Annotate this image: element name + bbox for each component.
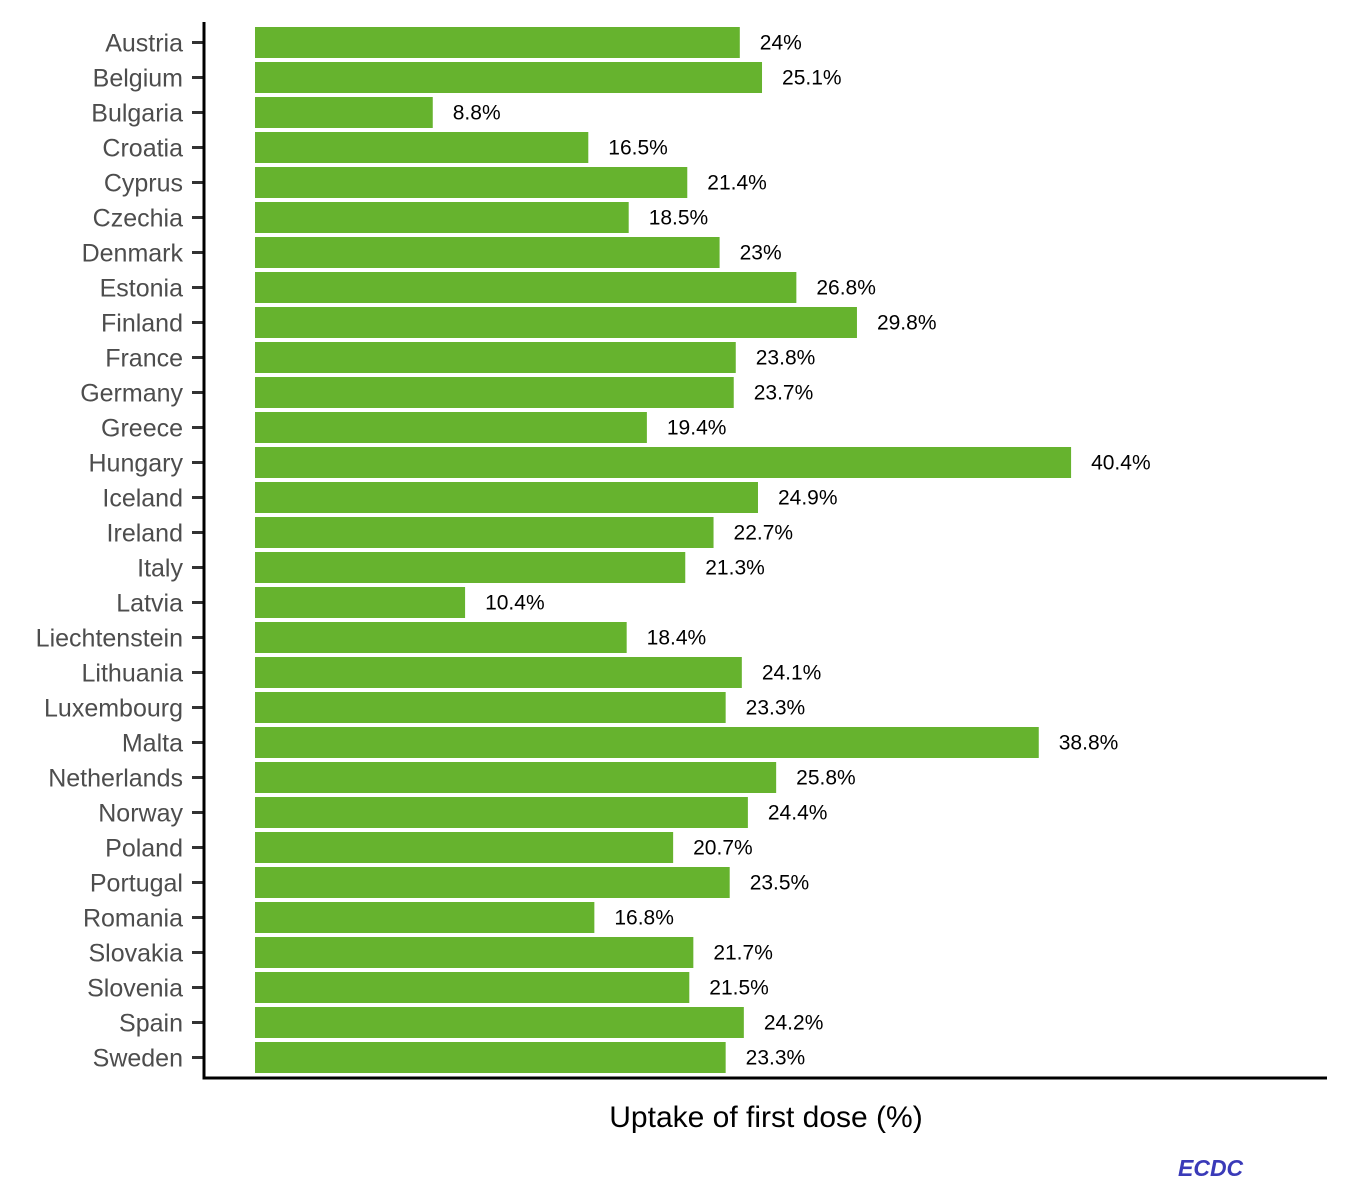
value-labels: 24% 25.1% 8.8% 16.5% 21.4% 18.5% 23% 26.8%29.8%… [453, 32, 1151, 1070]
value-label-lithuania: 24.1% [762, 662, 822, 685]
category-label-slovenia: Slovenia [87, 975, 183, 1003]
value-label-liechtenstein: 18.4% [647, 627, 707, 650]
bar-luxembourg [255, 692, 726, 723]
bar-germany [255, 377, 734, 408]
bar-denmark [255, 237, 720, 268]
category-label-croatia: Croatia [102, 135, 183, 163]
value-label-portugal: 23.5% [750, 872, 810, 895]
bar-norway [255, 797, 748, 828]
value-label-norway: 24.4% [768, 802, 828, 825]
category-label-denmark: Denmark [82, 240, 184, 268]
value-label-netherlands: 25.8% [796, 767, 856, 790]
value-label-slovenia: 21.5% [709, 977, 769, 1000]
value-label-spain: 24.2% [764, 1012, 824, 1035]
bar-lithuania [255, 657, 742, 688]
category-label-iceland: Iceland [102, 485, 183, 513]
category-label-sweden: Sweden [93, 1045, 183, 1073]
category-label-romania: Romania [83, 905, 183, 933]
value-label-germany: 23.7% [754, 382, 814, 405]
value-label-croatia: 16.5% [608, 137, 668, 160]
bar-spain [255, 1007, 744, 1038]
value-label-greece: 19.4% [667, 417, 727, 440]
bar-bulgaria [255, 97, 433, 128]
bar-malta [255, 727, 1039, 758]
bar-austria [255, 27, 740, 58]
bar-latvia [255, 587, 466, 618]
category-label-slovakia: Slovakia [89, 940, 184, 968]
category-label-greece: Greece [101, 415, 183, 443]
value-label-slovakia: 21.7% [713, 942, 773, 965]
y-axis-ticks [192, 41, 204, 1059]
bar-iceland [255, 482, 758, 513]
bar-poland [255, 832, 674, 863]
category-label-france: France [105, 345, 183, 373]
bar-greece [255, 412, 647, 443]
bar-france [255, 342, 736, 373]
category-label-italy: Italy [137, 555, 183, 583]
category-label-germany: Germany [80, 380, 183, 408]
bar-czechia [255, 202, 629, 233]
category-label-latvia: Latvia [116, 590, 183, 618]
bar-italy [255, 552, 686, 583]
value-label-france: 23.8% [756, 347, 816, 370]
value-label-poland: 20.7% [693, 837, 753, 860]
value-label-denmark: 23% [740, 242, 782, 265]
bars [255, 27, 1072, 1073]
value-label-latvia: 10.4% [485, 592, 545, 615]
bar-sweden [255, 1042, 726, 1073]
value-label-estonia: 26.8% [816, 277, 876, 300]
value-label-iceland: 24.9% [778, 487, 838, 510]
bar-liechtenstein [255, 622, 627, 653]
value-label-bulgaria: 8.8% [453, 102, 501, 125]
category-label-cyprus: Cyprus [104, 170, 183, 198]
category-label-belgium: Belgium [93, 65, 183, 93]
category-label-czechia: Czechia [93, 205, 183, 233]
bar-finland [255, 307, 857, 338]
category-label-estonia: Estonia [100, 275, 183, 303]
category-label-netherlands: Netherlands [48, 765, 183, 793]
category-label-lithuania: Lithuania [82, 660, 184, 688]
category-label-hungary: Hungary [89, 450, 184, 478]
category-label-bulgaria: Bulgaria [91, 100, 183, 128]
category-label-liechtenstein: Liechtenstein [36, 625, 183, 653]
value-label-sweden: 23.3% [746, 1047, 806, 1070]
value-label-czechia: 18.5% [649, 207, 709, 230]
value-label-hungary: 40.4% [1091, 452, 1151, 475]
bar-netherlands [255, 762, 777, 793]
source-label: ECDC [1178, 1155, 1244, 1181]
value-label-malta: 38.8% [1059, 732, 1119, 755]
category-label-norway: Norway [98, 800, 183, 828]
value-label-austria: 24% [760, 32, 802, 55]
bar-belgium [255, 62, 763, 93]
value-label-finland: 29.8% [877, 312, 937, 335]
value-label-romania: 16.8% [614, 907, 674, 930]
bar-estonia [255, 272, 797, 303]
bar-slovenia [255, 972, 690, 1003]
category-label-poland: Poland [105, 835, 183, 863]
category-label-luxembourg: Luxembourg [44, 695, 183, 723]
bar-ireland [255, 517, 714, 548]
category-label-malta: Malta [122, 730, 183, 758]
bar-romania [255, 902, 595, 933]
category-label-austria: Austria [105, 30, 183, 58]
value-label-luxembourg: 23.3% [746, 697, 806, 720]
bar-hungary [255, 447, 1072, 478]
category-label-finland: Finland [101, 310, 183, 338]
value-label-ireland: 22.7% [734, 522, 794, 545]
category-label-spain: Spain [119, 1010, 183, 1038]
y-axis-tick-labels: Austria Belgium Bulgaria Croatia Cyprus Czech… [36, 30, 184, 1073]
bar-croatia [255, 132, 589, 163]
bar-portugal [255, 867, 730, 898]
category-label-ireland: Ireland [107, 520, 183, 548]
bar-cyprus [255, 167, 688, 198]
bar-slovakia [255, 937, 694, 968]
x-axis-title: Uptake of first dose (%) [609, 1101, 922, 1134]
value-label-belgium: 25.1% [782, 67, 842, 90]
value-label-cyprus: 21.4% [707, 172, 767, 195]
value-label-italy: 21.3% [705, 557, 765, 580]
category-label-portugal: Portugal [90, 870, 183, 898]
